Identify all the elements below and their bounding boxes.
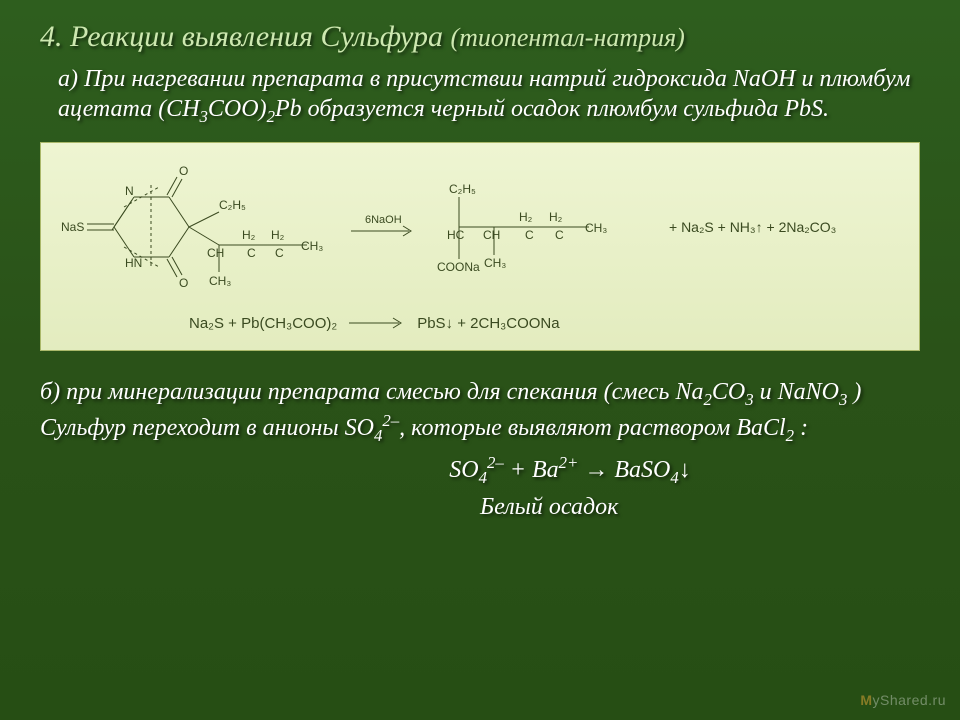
sec-b-label: б) bbox=[40, 379, 60, 405]
sec-a-f2sub: 3 bbox=[200, 107, 208, 126]
reaction-row-1: NaS N HN O O C₂H₅ CH H₂ H₂ C C CH₃ CH₃ bbox=[59, 157, 901, 297]
sec-a-f2c: Pb образуется черный осадок bbox=[275, 96, 586, 122]
atom-nas: NaS bbox=[61, 220, 84, 234]
sec-a-f2b: COO) bbox=[208, 96, 267, 122]
sec-a-i1: натрий гидроксида bbox=[529, 66, 727, 92]
atom-hn: HN bbox=[125, 256, 142, 270]
title-paren: (тиопентал-натрия) bbox=[450, 23, 684, 52]
eq-sup1: 2– bbox=[487, 453, 504, 472]
reaction-arrow-2 bbox=[347, 315, 407, 331]
atom-o2: O bbox=[179, 276, 188, 290]
paragraph-a: а) При нагревании препарата в присутстви… bbox=[58, 64, 920, 128]
arrow-label: 6NaOH bbox=[365, 214, 402, 226]
reaction-row-2: Na₂S + Pb(CH₃COO)₂ PbS↓ + 2CH₃COONa bbox=[189, 315, 901, 332]
p-h2a: H₂ bbox=[519, 210, 533, 224]
p-c2h5: C₂H₅ bbox=[449, 182, 476, 196]
p-ch: CH bbox=[483, 228, 500, 242]
precipitate-label: Белый осадок bbox=[480, 494, 920, 521]
paragraph-b: б) при минерализации препарата смесью дл… bbox=[40, 377, 920, 447]
sec-a-t1: При нагревании препарата в присутствии bbox=[84, 66, 529, 92]
slide-title: 4. Реакции выявления Сульфура (тиопентал… bbox=[40, 20, 920, 54]
eq-plus: + Ba bbox=[504, 457, 559, 483]
eq-lhs1: SO bbox=[449, 457, 478, 483]
rxn2-rhs: PbS↓ + 2CH₃COONa bbox=[417, 315, 559, 332]
sec-b-t2: (смесь Na bbox=[598, 379, 704, 405]
p-hc: HC bbox=[447, 228, 465, 242]
p-h2b: H₂ bbox=[549, 210, 563, 224]
sec-a-i3: плюмбум сульфида bbox=[586, 96, 778, 122]
sec-b-t1: при минерализации препарата bbox=[60, 379, 386, 405]
reaction1-products-tail: + Na₂S + NH₃↑ + 2Na₂CO₃ bbox=[669, 219, 836, 235]
p-c2: C bbox=[555, 228, 564, 242]
watermark: MyShared.ru bbox=[860, 692, 946, 708]
atom-h2b: H₂ bbox=[271, 228, 285, 242]
sec-b-sub2: 3 bbox=[745, 390, 753, 409]
atom-c2: C bbox=[275, 246, 284, 260]
atom-n: N bbox=[125, 184, 134, 198]
eq-down: ↓ bbox=[679, 457, 691, 483]
sec-b-sup1: 2– bbox=[382, 411, 399, 430]
title-num: 4. bbox=[40, 20, 63, 53]
p-coona: COONa bbox=[437, 260, 480, 274]
eq-sub1: 4 bbox=[479, 468, 487, 487]
product-structure: C₂H₅ HC CH H₂ H₂ C C CH₃ CH₃ COONa bbox=[429, 167, 659, 287]
watermark-m: M bbox=[860, 692, 872, 708]
sec-b-t4: : bbox=[794, 415, 808, 441]
ionic-equation: SO42– + Ba2+ → BaSO4↓ bbox=[220, 453, 920, 488]
rxn2-lhs: Na₂S + Pb(CH₃COO)₂ bbox=[189, 315, 337, 332]
sec-b-t2b: CO bbox=[712, 379, 745, 405]
sec-b-sub5: 2 bbox=[786, 426, 794, 445]
atom-o1: O bbox=[179, 164, 188, 178]
reaction-panel: NaS N HN O O C₂H₅ CH H₂ H₂ C C CH₃ CH₃ bbox=[40, 142, 920, 351]
sec-a-f3: PbS. bbox=[778, 96, 829, 122]
atom-h2a: H₂ bbox=[242, 228, 256, 242]
p-c1: C bbox=[525, 228, 534, 242]
p-ch3b: CH₃ bbox=[484, 256, 506, 270]
title-main: Реакции выявления Сульфура bbox=[70, 20, 443, 53]
sec-a-f1: NaOH и bbox=[727, 66, 820, 92]
p-ch3a: CH₃ bbox=[585, 221, 607, 235]
sec-b-t3: , которые выявляют раствором BaCl bbox=[399, 415, 786, 441]
watermark-rest: yShared.ru bbox=[873, 692, 946, 708]
reaction-arrow-1: 6NaOH bbox=[349, 207, 419, 247]
sec-a-f2: (CH bbox=[152, 96, 199, 122]
atom-c2h5: C₂H₅ bbox=[219, 198, 246, 212]
atom-ch3b: CH₃ bbox=[209, 274, 231, 288]
sec-a-label: а) bbox=[58, 66, 78, 92]
eq-arrow right: → BaSO bbox=[578, 457, 670, 483]
atom-ch3a: CH₃ bbox=[301, 239, 323, 253]
eq-sup2: 2+ bbox=[559, 453, 579, 472]
eq-sub2: 4 bbox=[670, 468, 678, 487]
atom-ch: CH bbox=[207, 246, 224, 260]
sec-b-i1: смесью для спекания bbox=[386, 379, 598, 405]
thiopental-structure: NaS N HN O O C₂H₅ CH H₂ H₂ C C CH₃ CH₃ bbox=[59, 157, 339, 297]
sec-b-t2c: и NaNO bbox=[754, 379, 839, 405]
sec-b-sub1: 2 bbox=[704, 390, 712, 409]
sec-a-f2sub2: 2 bbox=[267, 107, 275, 126]
atom-c1: C bbox=[247, 246, 256, 260]
